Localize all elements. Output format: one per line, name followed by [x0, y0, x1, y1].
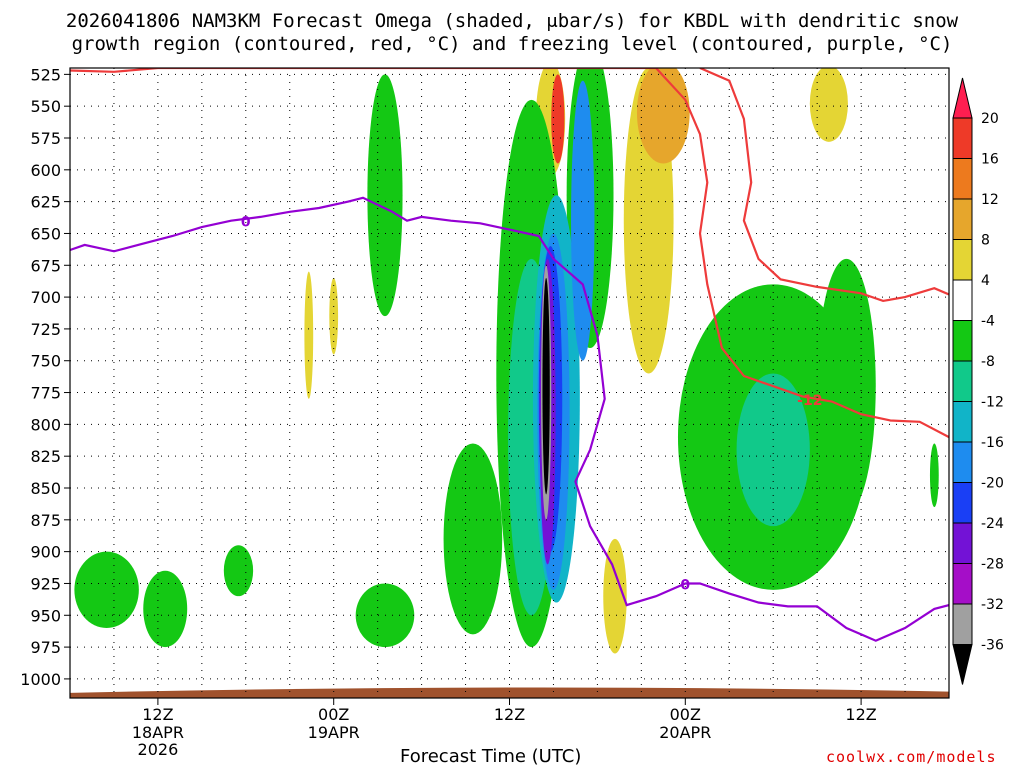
x-tick-date-label: 19APR [308, 723, 360, 742]
omega-patch-green [443, 443, 503, 635]
colorbar-swatch [952, 158, 973, 200]
credit-text: coolwx.com/models [826, 748, 997, 766]
dgz-label: -12 [797, 393, 822, 409]
x-tick-label: 00Z [670, 705, 701, 724]
x-tick-label: 12Z [494, 705, 525, 724]
x-tick-date-label: 2026 [138, 740, 179, 759]
colorbar-label: -32 [981, 597, 1004, 613]
y-tick-label: 650 [30, 224, 61, 243]
colorbar-label: -20 [981, 476, 1004, 492]
dgz-minus12-line-lower [699, 68, 949, 303]
colorbar-swatch [952, 279, 973, 321]
y-tick-label: 925 [30, 574, 61, 593]
y-tick-label: 825 [30, 447, 61, 466]
y-axis: 525 550 575 600 625 650 675 700 725 750 775 800 825 8… [20, 65, 70, 689]
x-tick-label: 00Z [318, 705, 349, 724]
omega-patch-blue [571, 80, 595, 361]
colorbar-label: 4 [981, 273, 990, 289]
omega-patch-green [143, 570, 188, 648]
omega-patch-yellow [329, 278, 339, 355]
omega-patch-yellow [304, 271, 314, 399]
y-tick-label: 600 [30, 161, 61, 180]
omega-patch-black [542, 278, 550, 495]
y-tick-label: 700 [30, 288, 61, 307]
colorbar-label: -4 [981, 314, 995, 330]
x-axis-label: Forecast Time (UTC) [400, 746, 582, 767]
colorbar-swatch [952, 198, 973, 240]
colorbar-label: -28 [981, 557, 1004, 573]
y-tick-label: 550 [30, 97, 61, 116]
omega-patch-red [551, 74, 565, 164]
colorbar-swatch [952, 603, 973, 645]
y-tick-label: 800 [30, 415, 61, 434]
colorbar-swatch [952, 441, 973, 483]
colorbar-label: -36 [981, 638, 1004, 654]
colorbar: 20 16 12 8 4 -4 -8 -12 -16 -20 -24 -28 -32 -36 [952, 77, 1004, 685]
x-tick-date-label: 20APR [659, 723, 711, 742]
terrain-strip [70, 687, 949, 698]
colorbar-swatch [952, 482, 973, 524]
x-tick-label: 12Z [845, 705, 876, 724]
omega-patch-green [74, 551, 139, 628]
y-tick-label: 775 [30, 384, 61, 403]
omega-patch-yellow [809, 68, 848, 142]
colorbar-bottom-arrow [952, 644, 973, 685]
y-tick-label: 900 [30, 543, 61, 562]
y-tick-label: 875 [30, 511, 61, 530]
colorbar-swatch [952, 522, 973, 564]
freezing-level-0c-line [70, 196, 949, 642]
colorbar-label: 8 [981, 233, 990, 249]
y-tick-label: 675 [30, 256, 61, 275]
colorbar-label: -24 [981, 516, 1004, 532]
omega-patch-green [355, 583, 415, 648]
colorbar-label: -12 [981, 395, 1004, 411]
y-tick-label: 975 [30, 638, 61, 657]
colorbar-swatch [952, 320, 973, 362]
y-tick-label: 575 [30, 129, 61, 148]
chart-title-line-2: growth region (contoured, red, °C) and f… [71, 33, 953, 55]
colorbar-top-arrow [952, 77, 973, 119]
contour-lines: 0 0 -12 [70, 68, 949, 642]
omega-patch-green [929, 443, 939, 508]
colorbar-label: 12 [981, 192, 999, 208]
omega-shading-layer [70, 68, 949, 698]
omega-patch-green [223, 545, 254, 597]
colorbar-swatch [952, 117, 973, 159]
y-tick-label: 1000 [20, 670, 61, 689]
colorbar-swatch [952, 360, 973, 402]
omega-patch-green [817, 258, 876, 514]
colorbar-label: -8 [981, 354, 995, 370]
y-tick-label: 850 [30, 479, 61, 498]
x-tick-date-label: 18APR [132, 723, 184, 742]
omega-patch-green [367, 74, 403, 317]
colorbar-label: -16 [981, 435, 1004, 451]
omega-patch-yellow [603, 538, 627, 654]
x-tick-label: 12Z [142, 705, 173, 724]
colorbar-label: 16 [981, 152, 999, 168]
colorbar-swatch [952, 239, 973, 281]
y-tick-label: 950 [30, 606, 61, 625]
y-tick-label: 750 [30, 352, 61, 371]
dgz-minus12-line-upper [70, 68, 949, 439]
y-tick-label: 525 [30, 65, 61, 84]
colorbar-swatch [952, 401, 973, 443]
colorbar-label: 20 [981, 111, 999, 127]
chart-title-line-1: 2026041806 NAM3KM Forecast Omega (shaded… [65, 10, 959, 32]
y-tick-label: 625 [30, 193, 61, 212]
freezing-level-label: 0 [680, 577, 690, 593]
grid-lines [70, 68, 949, 698]
y-tick-label: 725 [30, 320, 61, 339]
freezing-level-label: 0 [241, 215, 251, 231]
colorbar-swatch [952, 563, 973, 605]
